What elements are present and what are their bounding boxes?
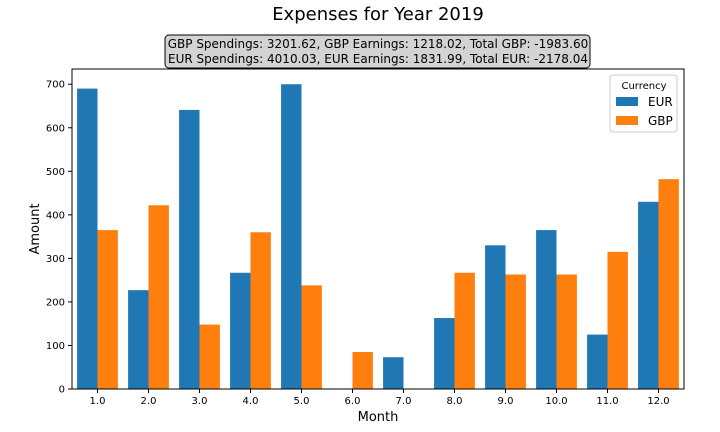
- plot-frame: [71, 68, 685, 390]
- bar-gbp-3.0: [199, 324, 220, 389]
- x-axis: 1.0 2.0 3.0 4.0 5.0 6.0 7.0 8.0 9.0 10.0 11.0 12.0: [90, 389, 670, 407]
- x-tick-label-11.0: 11.0: [596, 396, 618, 407]
- bar-eur-7.0: [383, 357, 404, 389]
- bar-gbp-6.0: [352, 351, 373, 389]
- bar-gbp-11.0: [607, 251, 628, 389]
- bar-eur-3.0: [179, 109, 200, 389]
- y-tick-label-300: 300: [46, 254, 65, 265]
- y-tick-label-700: 700: [46, 80, 65, 91]
- bar-eur-10.0: [536, 230, 557, 389]
- bar-gbp-8.0: [454, 272, 475, 389]
- x-tick-label-8.0: 8.0: [447, 396, 463, 407]
- x-tick-label-10.0: 10.0: [545, 396, 567, 407]
- y-tick-label-600: 600: [46, 123, 65, 134]
- bar-eur-11.0: [587, 334, 608, 389]
- y-tick-label-500: 500: [46, 167, 65, 178]
- legend-swatch-gbp: [616, 116, 638, 125]
- x-tick-label-7.0: 7.0: [396, 396, 412, 407]
- bar-eur-1.0: [77, 88, 98, 390]
- x-tick-label-2.0: 2.0: [141, 396, 157, 407]
- bar-gbp-1.0: [97, 230, 118, 389]
- bar-gbp-9.0: [505, 274, 526, 389]
- x-tick-label-4.0: 4.0: [243, 396, 259, 407]
- x-tick-label-12.0: 12.0: [647, 396, 669, 407]
- bar-gbp-5.0: [301, 285, 322, 389]
- summary-line-gbp: GBP Spendings: 3201.62, GBP Earnings: 12…: [168, 37, 589, 51]
- legend-label-eur: EUR: [648, 95, 673, 109]
- legend-title: Currency: [621, 81, 666, 92]
- bar-eur-8.0: [434, 318, 455, 389]
- summary-box-background: [164, 34, 591, 69]
- bar-eur-5.0: [281, 84, 302, 389]
- y-tick-label-0: 0: [59, 385, 65, 396]
- bar-eur-9.0: [485, 245, 506, 389]
- bar-gbp-10.0: [556, 274, 577, 389]
- bar-gbp-2.0: [148, 205, 169, 389]
- chart-title: Expenses for Year 2019: [272, 4, 484, 25]
- legend: Currency EUR GBP: [609, 74, 678, 133]
- x-tick-label-1.0: 1.0: [90, 396, 106, 407]
- bar-eur-12.0: [638, 201, 659, 389]
- x-tick-label-6.0: 6.0: [345, 396, 361, 407]
- legend-label-gbp: GBP: [648, 114, 673, 128]
- summary-line-eur: EUR Spendings: 4010.03, EUR Earnings: 18…: [168, 52, 588, 66]
- y-axis: 0 100 200 300 400 500 600 700: [46, 80, 72, 396]
- summary-box: GBP Spendings: 3201.62, GBP Earnings: 12…: [164, 34, 591, 69]
- bar-eur-2.0: [128, 290, 149, 389]
- y-tick-label-100: 100: [46, 341, 65, 352]
- y-tick-label-400: 400: [46, 210, 65, 221]
- x-tick-label-3.0: 3.0: [192, 396, 208, 407]
- x-tick-label-5.0: 5.0: [294, 396, 310, 407]
- bar-gbp-4.0: [250, 232, 271, 389]
- x-tick-label-9.0: 9.0: [498, 396, 514, 407]
- bar-gbp-12.0: [658, 179, 679, 389]
- y-axis-label: Amount: [28, 203, 43, 254]
- bars: [77, 84, 679, 390]
- y-tick-label-200: 200: [46, 297, 65, 308]
- legend-swatch-eur: [616, 97, 638, 106]
- bar-eur-4.0: [230, 272, 251, 389]
- x-axis-label: Month: [358, 410, 399, 425]
